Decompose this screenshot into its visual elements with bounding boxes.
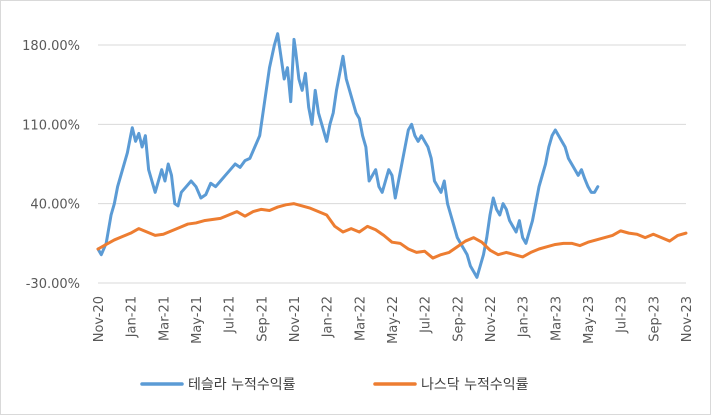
- legend-label: 테슬라 누적수익률: [188, 377, 296, 393]
- x-tick-label: Nov-20: [92, 296, 107, 342]
- x-tick-label: Jul-22: [419, 296, 434, 334]
- x-tick-label: Nov-21: [288, 296, 303, 342]
- x-tick-label: Mar-22: [353, 296, 368, 341]
- x-tick-label: May-23: [582, 296, 597, 344]
- tesla-series-line: [96, 32, 600, 279]
- x-tick-label: Sep-21: [255, 296, 270, 342]
- y-tick-label: 110.00%: [22, 118, 80, 133]
- nasdaq-series-line: [96, 202, 688, 260]
- x-tick-label: Jan-23: [517, 296, 532, 338]
- x-tick-label: Sep-22: [451, 296, 466, 342]
- x-tick-label: May-22: [386, 296, 401, 344]
- x-tick-label: Jan-21: [125, 296, 140, 338]
- x-tick-label: Jan-22: [321, 296, 336, 338]
- y-tick-label: 40.00%: [30, 198, 80, 213]
- x-tick-label: Nov-22: [484, 296, 499, 342]
- x-tick-label: May-21: [190, 296, 205, 344]
- x-tick-label: Mar-23: [549, 296, 564, 341]
- y-tick-label: 180.00%: [22, 39, 80, 54]
- x-tick-label: Mar-21: [157, 296, 172, 341]
- x-tick-label: Nov-23: [680, 296, 695, 342]
- y-tick-label: -30.00%: [26, 277, 80, 292]
- x-tick-label: Jul-21: [223, 296, 238, 334]
- x-tick-label: Sep-23: [647, 296, 662, 342]
- legend-label: 나스닥 누적수익률: [421, 377, 529, 393]
- x-tick-label: Jul-23: [615, 296, 630, 334]
